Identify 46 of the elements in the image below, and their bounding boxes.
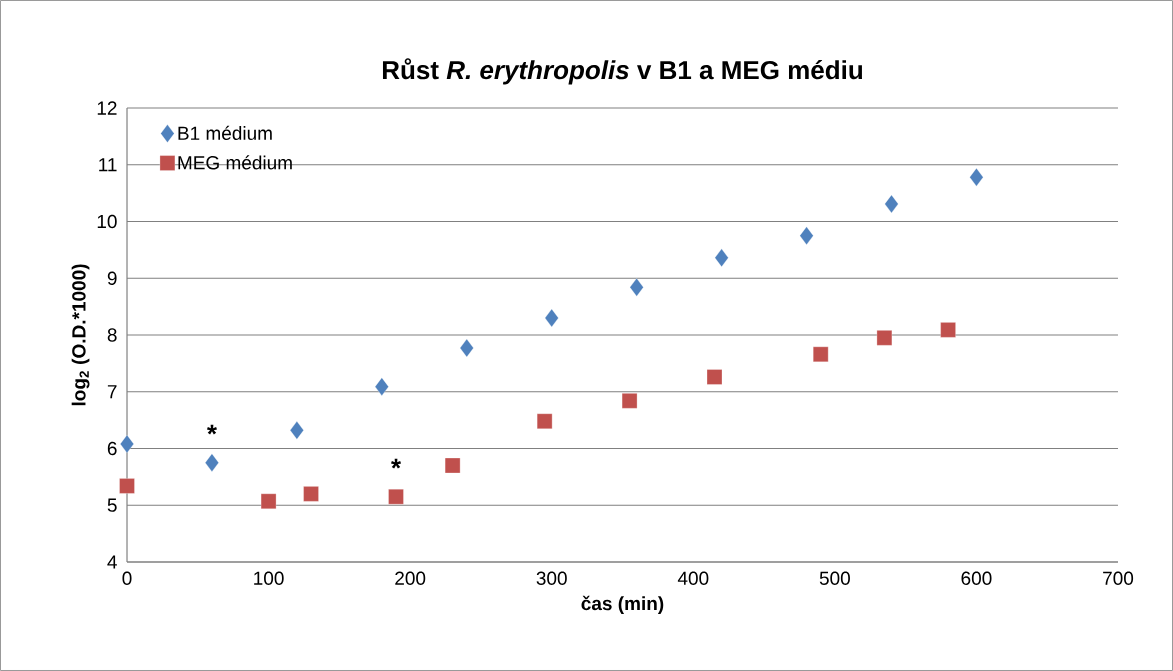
x-tick-label: 500	[819, 571, 850, 585]
point	[629, 278, 644, 297]
point	[444, 457, 461, 474]
legend-label: B1 médium	[178, 125, 272, 140]
annotation: *	[391, 458, 402, 469]
y-tick-label: 9	[107, 271, 117, 285]
y-tick-label: 7	[107, 385, 117, 399]
point	[799, 226, 814, 245]
y-tick-label: 8	[107, 328, 117, 342]
x-tick-label: 400	[677, 571, 709, 585]
x-tick-label: 600	[961, 571, 992, 585]
point	[544, 308, 559, 328]
y-tick-label: 10	[97, 214, 117, 229]
point	[260, 493, 277, 509]
x-tick-label: 0	[122, 571, 132, 585]
y-tick-label: 12	[97, 101, 117, 115]
point	[940, 322, 956, 338]
y-axis-title: log$_{2}$ (O.D.*1000)	[71, 264, 90, 406]
y-tick-label: 11	[99, 158, 117, 172]
point	[205, 453, 219, 472]
annotation: *	[206, 424, 217, 435]
point	[388, 489, 404, 505]
x-tick-label: 200	[395, 571, 426, 585]
point	[969, 168, 984, 187]
chart-title: Růst R. erythropolis v B1 a MEG médiu	[382, 58, 863, 85]
point	[459, 338, 474, 358]
point	[621, 393, 638, 409]
point	[884, 194, 899, 214]
point	[120, 434, 134, 454]
x-tick-label: 100	[254, 571, 284, 585]
x-tick-label: 700	[1103, 571, 1134, 585]
point	[536, 413, 553, 429]
point	[876, 330, 893, 346]
point	[119, 478, 135, 494]
y-tick-label: 5	[107, 498, 117, 512]
point	[289, 421, 304, 440]
point	[374, 377, 389, 396]
point	[813, 346, 829, 362]
y-tick-label: 6	[107, 441, 117, 456]
point	[714, 248, 729, 267]
x-tick-label: 300	[536, 571, 567, 585]
point	[303, 486, 319, 502]
x-axis-title: čas (min)	[581, 595, 664, 614]
legend-label: MEG médium	[178, 155, 292, 170]
y-tick-label: 4	[107, 555, 117, 569]
point	[706, 369, 723, 385]
